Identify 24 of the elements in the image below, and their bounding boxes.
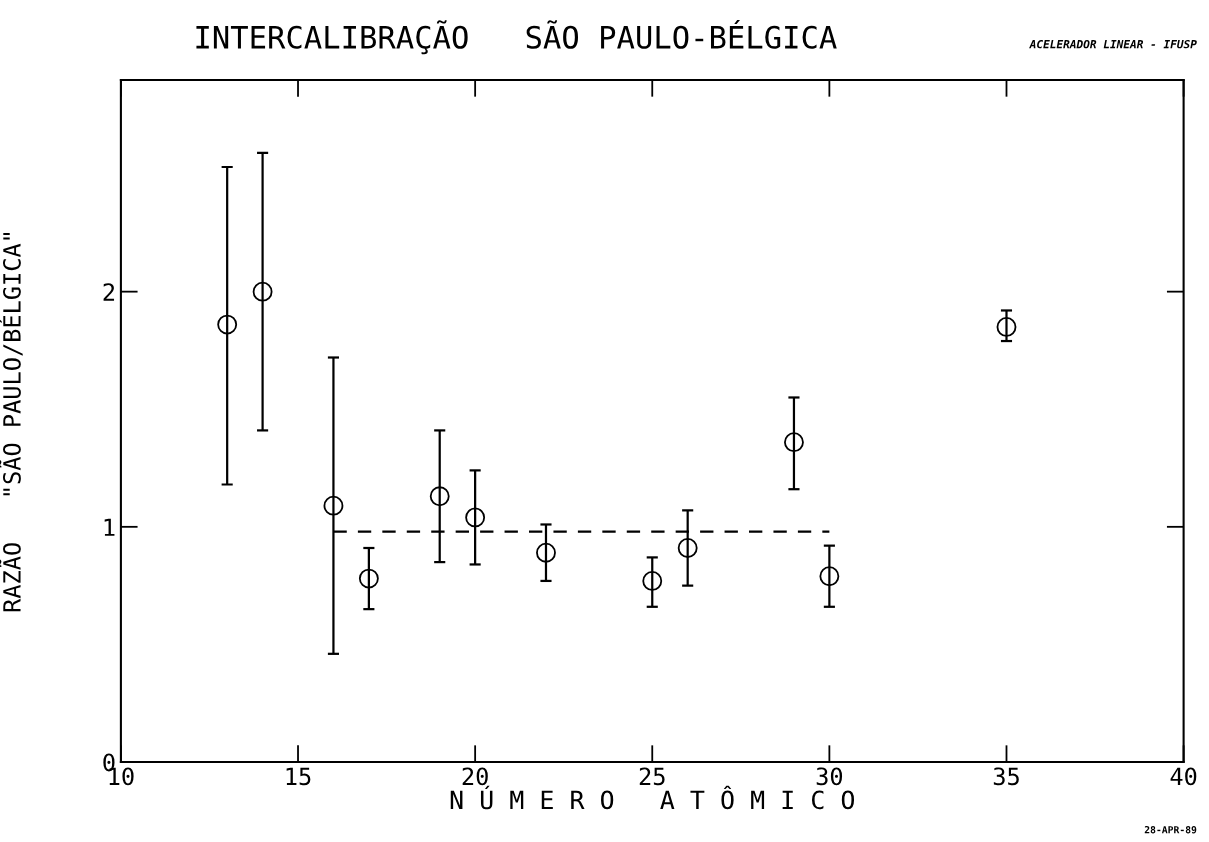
point <box>819 566 840 587</box>
text: ACELERADOR LINEAR - IFUSP <box>1029 39 1197 49</box>
point <box>465 507 486 528</box>
point <box>996 316 1017 337</box>
point <box>217 314 238 335</box>
x-tick-label: 35 <box>993 767 1019 786</box>
point <box>358 568 379 589</box>
x-tick-label: 20 <box>462 767 488 786</box>
point <box>677 538 698 558</box>
point <box>323 495 344 516</box>
point <box>429 486 450 507</box>
y-tick-label: 1 <box>104 518 115 536</box>
x-tick-label: 15 <box>286 767 311 786</box>
point <box>536 542 556 563</box>
point <box>252 281 273 302</box>
point <box>642 570 663 591</box>
x-tick-label: 25 <box>639 767 665 786</box>
x-tick-label: 30 <box>816 767 843 786</box>
x-axis-title: N Ú M E R O A T Ô M I C O <box>450 785 855 810</box>
point <box>784 432 804 453</box>
chart-title: INTERCALIBRAÇÃO SÃO PAULO-BÉLGICA <box>196 20 837 55</box>
x-tick-label: 40 <box>1170 767 1197 786</box>
text: 28-APR-89 <box>1144 826 1197 834</box>
y-tick-label: 2 <box>103 283 115 301</box>
